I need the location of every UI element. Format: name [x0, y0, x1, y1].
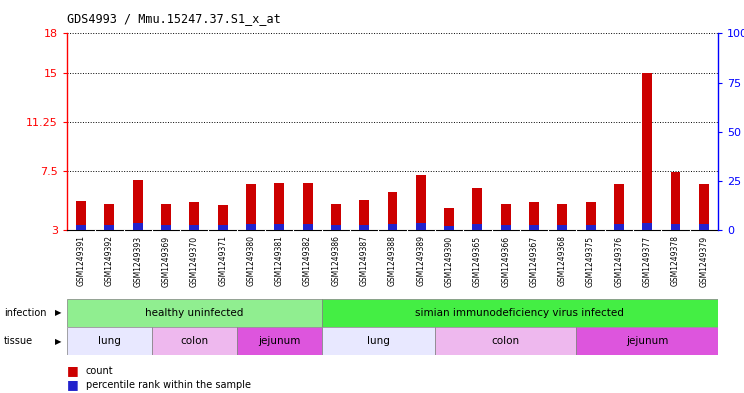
- Text: GSM1249367: GSM1249367: [530, 235, 539, 286]
- Bar: [670, 172, 681, 230]
- Bar: [388, 192, 397, 230]
- Bar: [614, 184, 624, 230]
- Bar: [161, 225, 171, 230]
- Bar: [67, 299, 321, 327]
- Text: GSM1249382: GSM1249382: [303, 235, 312, 286]
- Bar: [699, 224, 709, 230]
- Text: GSM1249366: GSM1249366: [501, 235, 510, 286]
- Text: GSM1249386: GSM1249386: [331, 235, 340, 286]
- Bar: [557, 225, 567, 230]
- Bar: [132, 180, 143, 230]
- Text: ■: ■: [67, 378, 79, 391]
- Text: GSM1249380: GSM1249380: [246, 235, 255, 286]
- Bar: [586, 225, 595, 230]
- Text: lung: lung: [367, 336, 390, 346]
- Bar: [152, 327, 237, 355]
- Text: ■: ■: [67, 364, 79, 378]
- Bar: [472, 224, 482, 230]
- Bar: [642, 223, 652, 230]
- Bar: [577, 327, 718, 355]
- Text: colon: colon: [492, 336, 520, 346]
- Bar: [670, 224, 681, 230]
- Bar: [359, 200, 369, 230]
- Bar: [501, 225, 510, 230]
- Bar: [321, 327, 435, 355]
- Bar: [529, 225, 539, 230]
- Text: GSM1249388: GSM1249388: [388, 235, 397, 286]
- Bar: [416, 223, 426, 230]
- Text: jejunum: jejunum: [258, 336, 301, 346]
- Bar: [388, 224, 397, 230]
- Text: colon: colon: [180, 336, 208, 346]
- Bar: [303, 224, 312, 230]
- Bar: [444, 226, 454, 230]
- Bar: [275, 224, 284, 230]
- Text: jejunum: jejunum: [626, 336, 668, 346]
- Bar: [237, 327, 321, 355]
- Bar: [104, 225, 115, 230]
- Bar: [359, 225, 369, 230]
- Text: GSM1249389: GSM1249389: [416, 235, 426, 286]
- Text: GSM1249370: GSM1249370: [190, 235, 199, 286]
- Bar: [67, 327, 152, 355]
- Bar: [331, 204, 341, 230]
- Text: ▶: ▶: [55, 309, 62, 317]
- Bar: [435, 327, 577, 355]
- Bar: [246, 184, 256, 230]
- Bar: [416, 175, 426, 230]
- Text: GSM1249393: GSM1249393: [133, 235, 142, 286]
- Bar: [275, 183, 284, 230]
- Text: ▶: ▶: [55, 337, 62, 345]
- Bar: [472, 188, 482, 230]
- Bar: [557, 204, 567, 230]
- Bar: [161, 204, 171, 230]
- Text: simian immunodeficiency virus infected: simian immunodeficiency virus infected: [415, 308, 624, 318]
- Text: infection: infection: [4, 308, 46, 318]
- Text: GSM1249378: GSM1249378: [671, 235, 680, 286]
- Bar: [246, 224, 256, 230]
- Text: percentile rank within the sample: percentile rank within the sample: [86, 380, 251, 390]
- Text: GSM1249387: GSM1249387: [359, 235, 369, 286]
- Text: GSM1249375: GSM1249375: [586, 235, 595, 286]
- Bar: [190, 202, 199, 230]
- Text: GSM1249381: GSM1249381: [275, 235, 283, 286]
- Text: GSM1249365: GSM1249365: [473, 235, 482, 286]
- Text: count: count: [86, 366, 113, 376]
- Text: GSM1249376: GSM1249376: [615, 235, 623, 286]
- Text: GSM1249392: GSM1249392: [105, 235, 114, 286]
- Text: GSM1249379: GSM1249379: [699, 235, 708, 286]
- Text: GSM1249377: GSM1249377: [643, 235, 652, 286]
- Bar: [444, 208, 454, 230]
- Bar: [218, 225, 228, 230]
- Bar: [331, 225, 341, 230]
- Bar: [190, 225, 199, 230]
- Text: GDS4993 / Mmu.15247.37.S1_x_at: GDS4993 / Mmu.15247.37.S1_x_at: [67, 12, 280, 25]
- Text: healthy uninfected: healthy uninfected: [145, 308, 243, 318]
- Bar: [699, 184, 709, 230]
- Text: tissue: tissue: [4, 336, 33, 346]
- Bar: [529, 202, 539, 230]
- Bar: [321, 299, 718, 327]
- Bar: [303, 183, 312, 230]
- Text: GSM1249369: GSM1249369: [161, 235, 170, 286]
- Text: GSM1249371: GSM1249371: [218, 235, 227, 286]
- Bar: [642, 73, 652, 230]
- Bar: [586, 202, 595, 230]
- Text: GSM1249368: GSM1249368: [558, 235, 567, 286]
- Bar: [218, 205, 228, 230]
- Bar: [104, 204, 115, 230]
- Text: GSM1249390: GSM1249390: [445, 235, 454, 286]
- Text: lung: lung: [98, 336, 121, 346]
- Bar: [614, 224, 624, 230]
- Bar: [76, 225, 86, 230]
- Bar: [501, 204, 510, 230]
- Bar: [132, 223, 143, 230]
- Bar: [76, 201, 86, 230]
- Text: GSM1249391: GSM1249391: [77, 235, 86, 286]
